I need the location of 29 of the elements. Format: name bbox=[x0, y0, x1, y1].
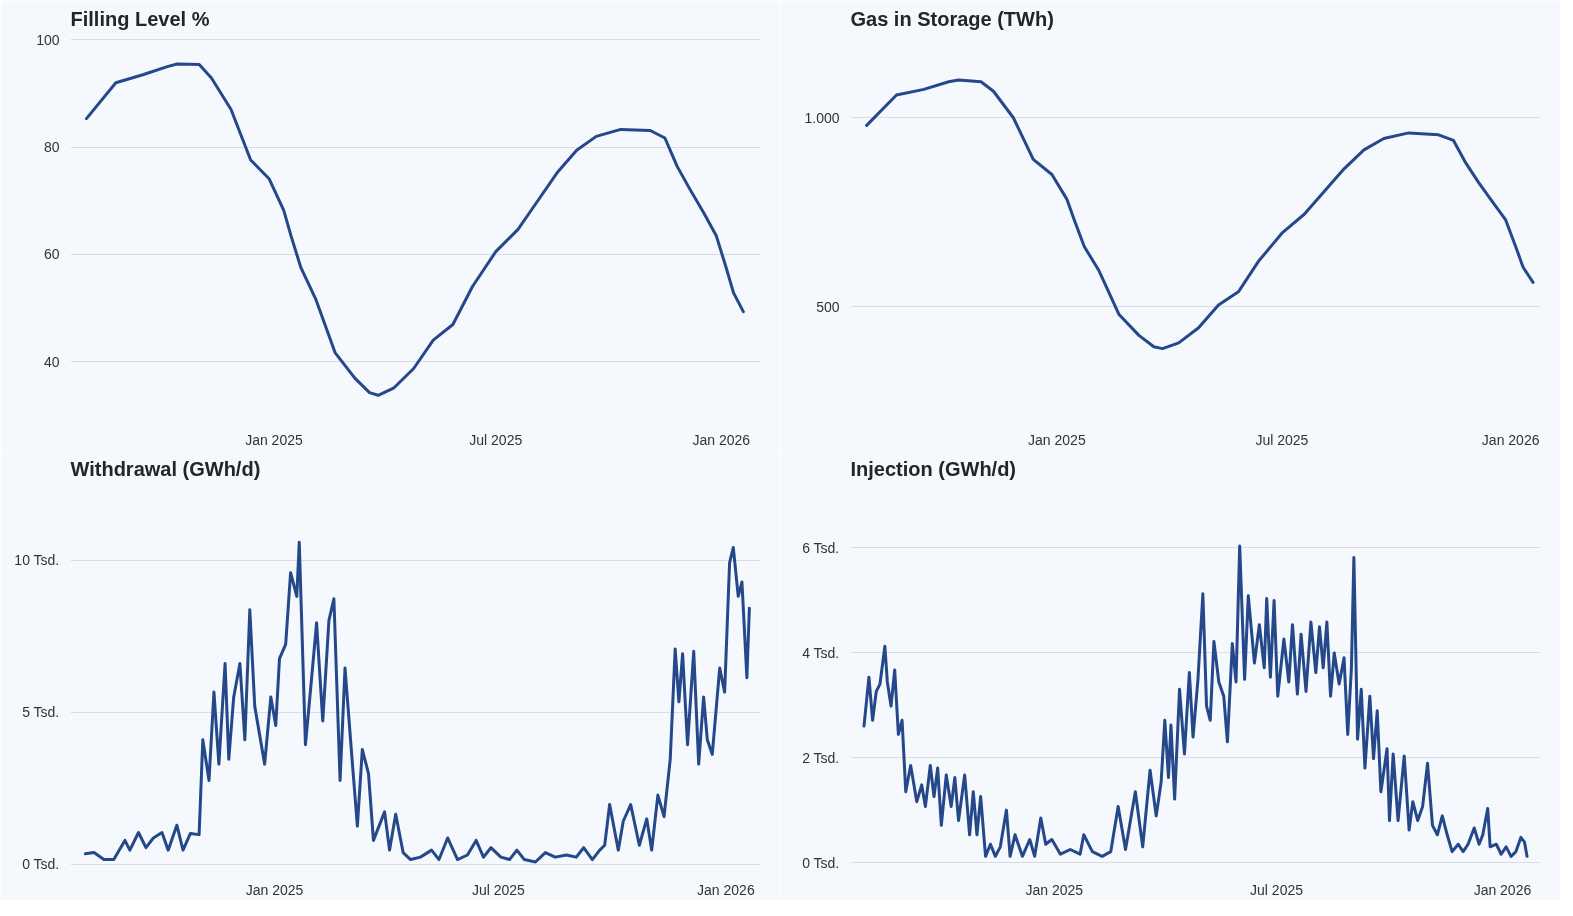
x-tick-label: Jan 2025 bbox=[1025, 881, 1084, 898]
y-tick-label: 60 bbox=[43, 246, 60, 263]
y-tick-label: 4 Tsd. bbox=[802, 644, 840, 661]
chart-title: Filling Level % bbox=[70, 7, 210, 30]
y-tick-label: 100 bbox=[36, 31, 60, 48]
y-tick-label: 1.000 bbox=[804, 109, 840, 126]
x-tick-label: Jan 2026 bbox=[1473, 881, 1532, 898]
chart-title: Injection (GWh/d) bbox=[850, 457, 1017, 480]
y-tick-label: 2 Tsd. bbox=[802, 749, 840, 766]
x-tick-label: Jan 2026 bbox=[697, 881, 755, 898]
x-tick-label: Jan 2026 bbox=[1481, 431, 1540, 448]
x-tick-label: Jul 2025 bbox=[1250, 881, 1304, 898]
x-tick-label: Jul 2025 bbox=[471, 881, 526, 898]
x-tick-label: Jan 2025 bbox=[245, 431, 303, 448]
y-tick-label: 500 bbox=[816, 298, 840, 315]
x-tick-label: Jan 2025 bbox=[1028, 431, 1086, 448]
chart-title: Withdrawal (GWh/d) bbox=[70, 457, 261, 480]
x-tick-label: Jul 2025 bbox=[469, 431, 523, 448]
y-tick-label: 5 Tsd. bbox=[22, 704, 60, 721]
y-tick-label: 0 Tsd. bbox=[22, 856, 60, 873]
y-tick-label: 40 bbox=[43, 353, 60, 370]
y-tick-label: 6 Tsd. bbox=[802, 539, 840, 556]
y-tick-label: 80 bbox=[43, 139, 60, 156]
x-tick-label: Jul 2025 bbox=[1255, 431, 1309, 448]
x-tick-label: Jan 2025 bbox=[245, 881, 304, 898]
y-tick-label: 10 Tsd. bbox=[14, 552, 60, 569]
y-tick-label: 0 Tsd. bbox=[802, 854, 840, 871]
chart-title: Gas in Storage (TWh) bbox=[850, 7, 1054, 30]
x-tick-label: Jan 2026 bbox=[692, 431, 751, 448]
